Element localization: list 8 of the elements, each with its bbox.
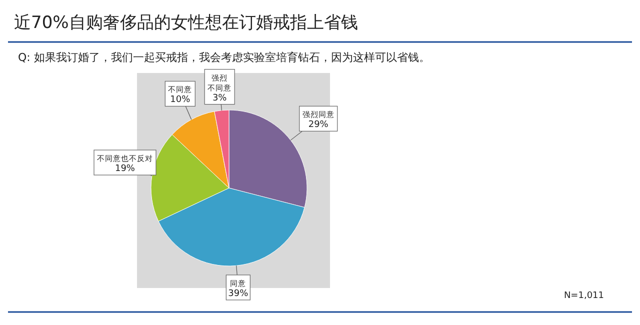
data-label: 10% xyxy=(170,95,191,106)
data-label: 19% xyxy=(114,164,136,174)
chart-title: 近70%自购奢侈品的女性想在订婚戒指上省钱 xyxy=(14,13,358,33)
chart-subtitle: Q: 如果我订婚了，我们一起买戒指，我会考虑实验室培育钻石，因为这样可以省钱。 xyxy=(18,51,430,64)
data-label: 3% xyxy=(212,93,228,104)
data-label: 39% xyxy=(228,288,249,299)
text: N=1,011 xyxy=(564,291,604,301)
data-label: 29% xyxy=(308,120,329,130)
